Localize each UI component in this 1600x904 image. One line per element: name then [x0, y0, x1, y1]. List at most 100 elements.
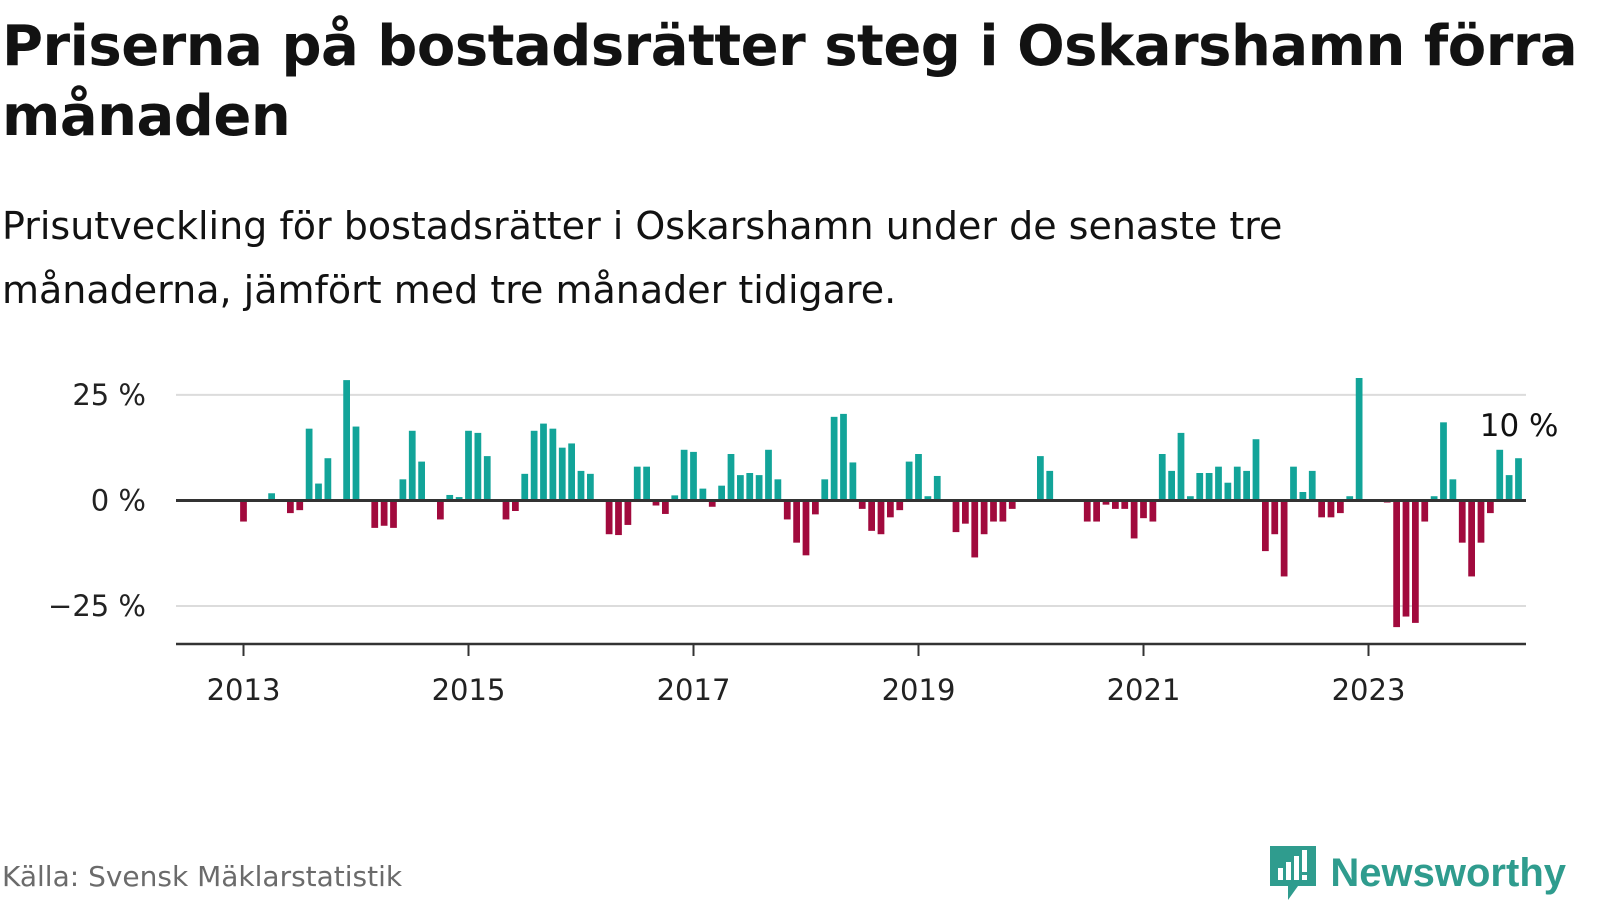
bar — [1046, 470, 1054, 501]
bar — [1477, 500, 1485, 543]
bar — [390, 500, 397, 528]
latest-value-annotation: 10 % — [1480, 408, 1559, 444]
newsworthy-logo-icon — [1270, 846, 1317, 900]
bar — [1149, 500, 1157, 522]
bar — [1112, 500, 1119, 509]
bar — [1168, 470, 1175, 501]
bar — [1205, 473, 1213, 501]
bar — [1224, 482, 1232, 501]
bar — [680, 449, 688, 501]
bar — [521, 473, 529, 501]
bar — [699, 488, 707, 501]
bar — [1468, 500, 1475, 577]
bar — [933, 475, 941, 501]
bar — [446, 494, 454, 501]
bar — [1290, 466, 1297, 501]
bar — [1515, 458, 1522, 501]
bar — [577, 470, 585, 501]
bar — [1140, 500, 1147, 519]
bar — [343, 380, 350, 501]
bar — [483, 456, 491, 501]
bar — [549, 428, 557, 501]
bar — [793, 500, 800, 543]
bar — [952, 500, 960, 533]
bar — [1271, 500, 1279, 535]
bar — [465, 430, 472, 501]
x-tick-label: 2013 — [207, 673, 281, 707]
bar — [615, 500, 622, 536]
bar — [1318, 500, 1325, 518]
bar — [1243, 470, 1250, 501]
bar — [896, 500, 904, 511]
bar — [512, 500, 519, 511]
bar — [858, 500, 866, 509]
bar — [268, 493, 275, 501]
bar — [887, 500, 894, 518]
bar — [399, 479, 407, 501]
bar — [1093, 500, 1100, 522]
x-tick-label: 2023 — [1332, 673, 1406, 707]
bar — [652, 500, 660, 506]
bar — [1121, 500, 1129, 509]
bar — [1440, 422, 1447, 501]
chart-subtitle: Prisutveckling för bostadsrätter i Oskar… — [2, 204, 1283, 312]
bar — [840, 413, 847, 501]
x-tick-label: 2017 — [657, 673, 731, 707]
source-note: Källa: Svensk Mäklarstatistik — [2, 860, 403, 893]
tick-labels: 25 % 0 % −25 % 2013 2015 2017 2019 2021 2023 10 % — [48, 378, 1558, 707]
bar — [380, 500, 388, 526]
bar — [1402, 500, 1410, 617]
bar — [1299, 492, 1307, 501]
bar — [568, 443, 575, 501]
bar — [633, 466, 641, 501]
bar — [240, 500, 247, 522]
bar — [1008, 500, 1016, 509]
bar — [587, 473, 594, 501]
bar — [1430, 496, 1438, 501]
bar — [1130, 500, 1138, 539]
bar — [437, 500, 444, 520]
bar — [765, 449, 772, 501]
brand-logo[interactable]: Newsworthy — [1268, 842, 1566, 904]
bar — [999, 500, 1007, 522]
bar — [1421, 500, 1429, 522]
bars — [240, 378, 1522, 628]
y-tick-label: −25 % — [48, 589, 146, 623]
bar — [915, 454, 922, 501]
bar — [737, 475, 744, 501]
bar — [1308, 470, 1316, 501]
bar — [1505, 475, 1513, 501]
bar — [1496, 449, 1504, 501]
bar — [1233, 466, 1241, 501]
bar — [905, 461, 913, 501]
bar — [296, 500, 304, 511]
bar — [1487, 500, 1494, 514]
bar — [980, 500, 988, 535]
bar — [624, 500, 632, 525]
bar — [1187, 496, 1194, 501]
bar — [924, 496, 932, 501]
bar — [802, 500, 810, 556]
bar — [1215, 466, 1222, 501]
bar — [1196, 473, 1204, 501]
bar — [287, 500, 294, 514]
bar — [1280, 500, 1288, 577]
bar — [530, 430, 538, 501]
bar — [708, 500, 716, 507]
bar — [1102, 500, 1110, 505]
bar — [1083, 500, 1091, 522]
bar — [1327, 500, 1335, 518]
bar — [830, 416, 838, 501]
bar — [849, 462, 857, 501]
bar-chart: 25 % 0 % −25 % 2013 2015 2017 2019 2021 2023 10 % — [48, 378, 1558, 707]
bar — [408, 430, 416, 501]
bar — [1346, 496, 1354, 501]
bar — [371, 500, 379, 528]
bar — [783, 500, 791, 520]
bar — [1262, 500, 1269, 552]
x-tick-label: 2021 — [1107, 673, 1181, 707]
bar — [755, 475, 763, 501]
bar — [718, 485, 725, 501]
bar — [662, 500, 669, 514]
bar — [821, 479, 829, 501]
